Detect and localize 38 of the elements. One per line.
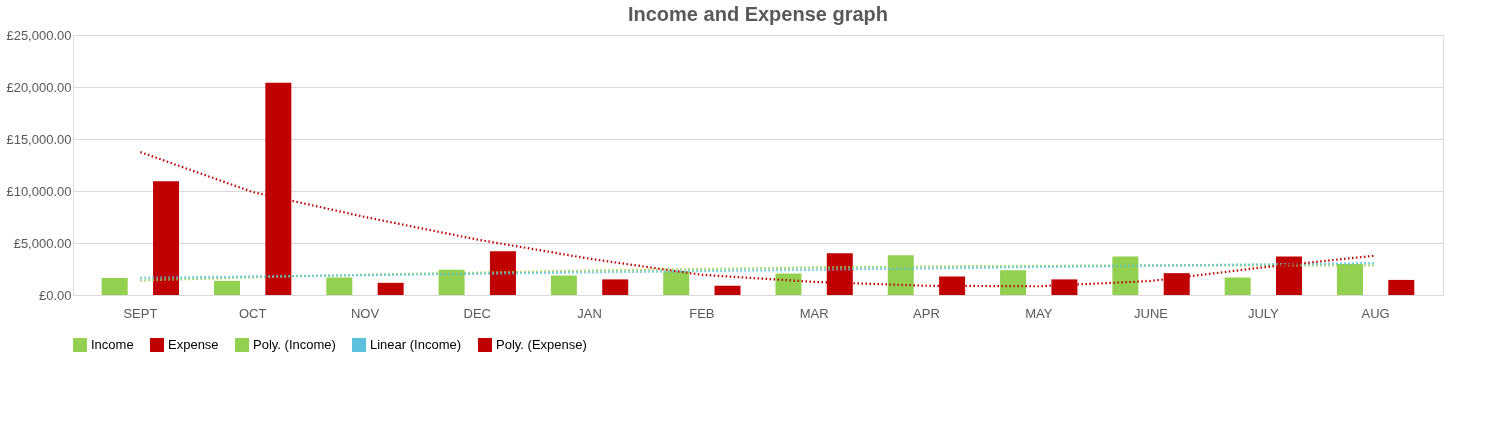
y-tick-label: £25,000.00 [6,27,72,43]
bar [101,277,128,295]
legend-label: Poly. (Expense) [496,337,587,352]
bar [214,280,240,295]
bar [714,285,741,295]
x-tick-label: AUG [1361,305,1390,321]
legend-label: Expense [168,337,219,352]
bar [775,273,802,295]
bar [153,181,180,295]
legend-label: Poly. (Income) [253,337,336,352]
bar [602,279,629,295]
x-tick-label: JULY [1247,305,1280,321]
bar [1388,279,1415,295]
x-tick-label: NOV [350,305,380,321]
bar [1000,270,1027,295]
x-tick-label: OCT [238,305,267,321]
bar [1224,277,1251,295]
legend-label: Income [91,337,134,352]
bar [377,282,404,295]
y-tick-label: £0.00 [38,287,72,303]
legend-label: Linear (Income) [370,337,462,352]
y-tick-label: £10,000.00 [6,183,72,199]
bar [489,251,516,295]
x-tick-label: MAY [1025,305,1053,321]
x-tick-label: APR [913,305,940,321]
y-tick-label: £20,000.00 [6,79,72,95]
bar [663,271,690,295]
y-tick-label: £5,000.00 [13,235,72,251]
bar [326,277,353,295]
chart-title: Income and Expense graph [627,3,889,25]
x-tick-label: DEC [463,305,491,321]
x-tick-label: JAN [577,305,602,321]
x-tick-label: MAR [799,305,829,321]
x-tick-label: JUNE [1134,305,1169,321]
y-tick-label: £15,000.00 [6,131,72,147]
bar [550,275,577,295]
x-tick-label: SEPT [123,305,158,321]
x-tick-label: FEB [689,305,715,321]
